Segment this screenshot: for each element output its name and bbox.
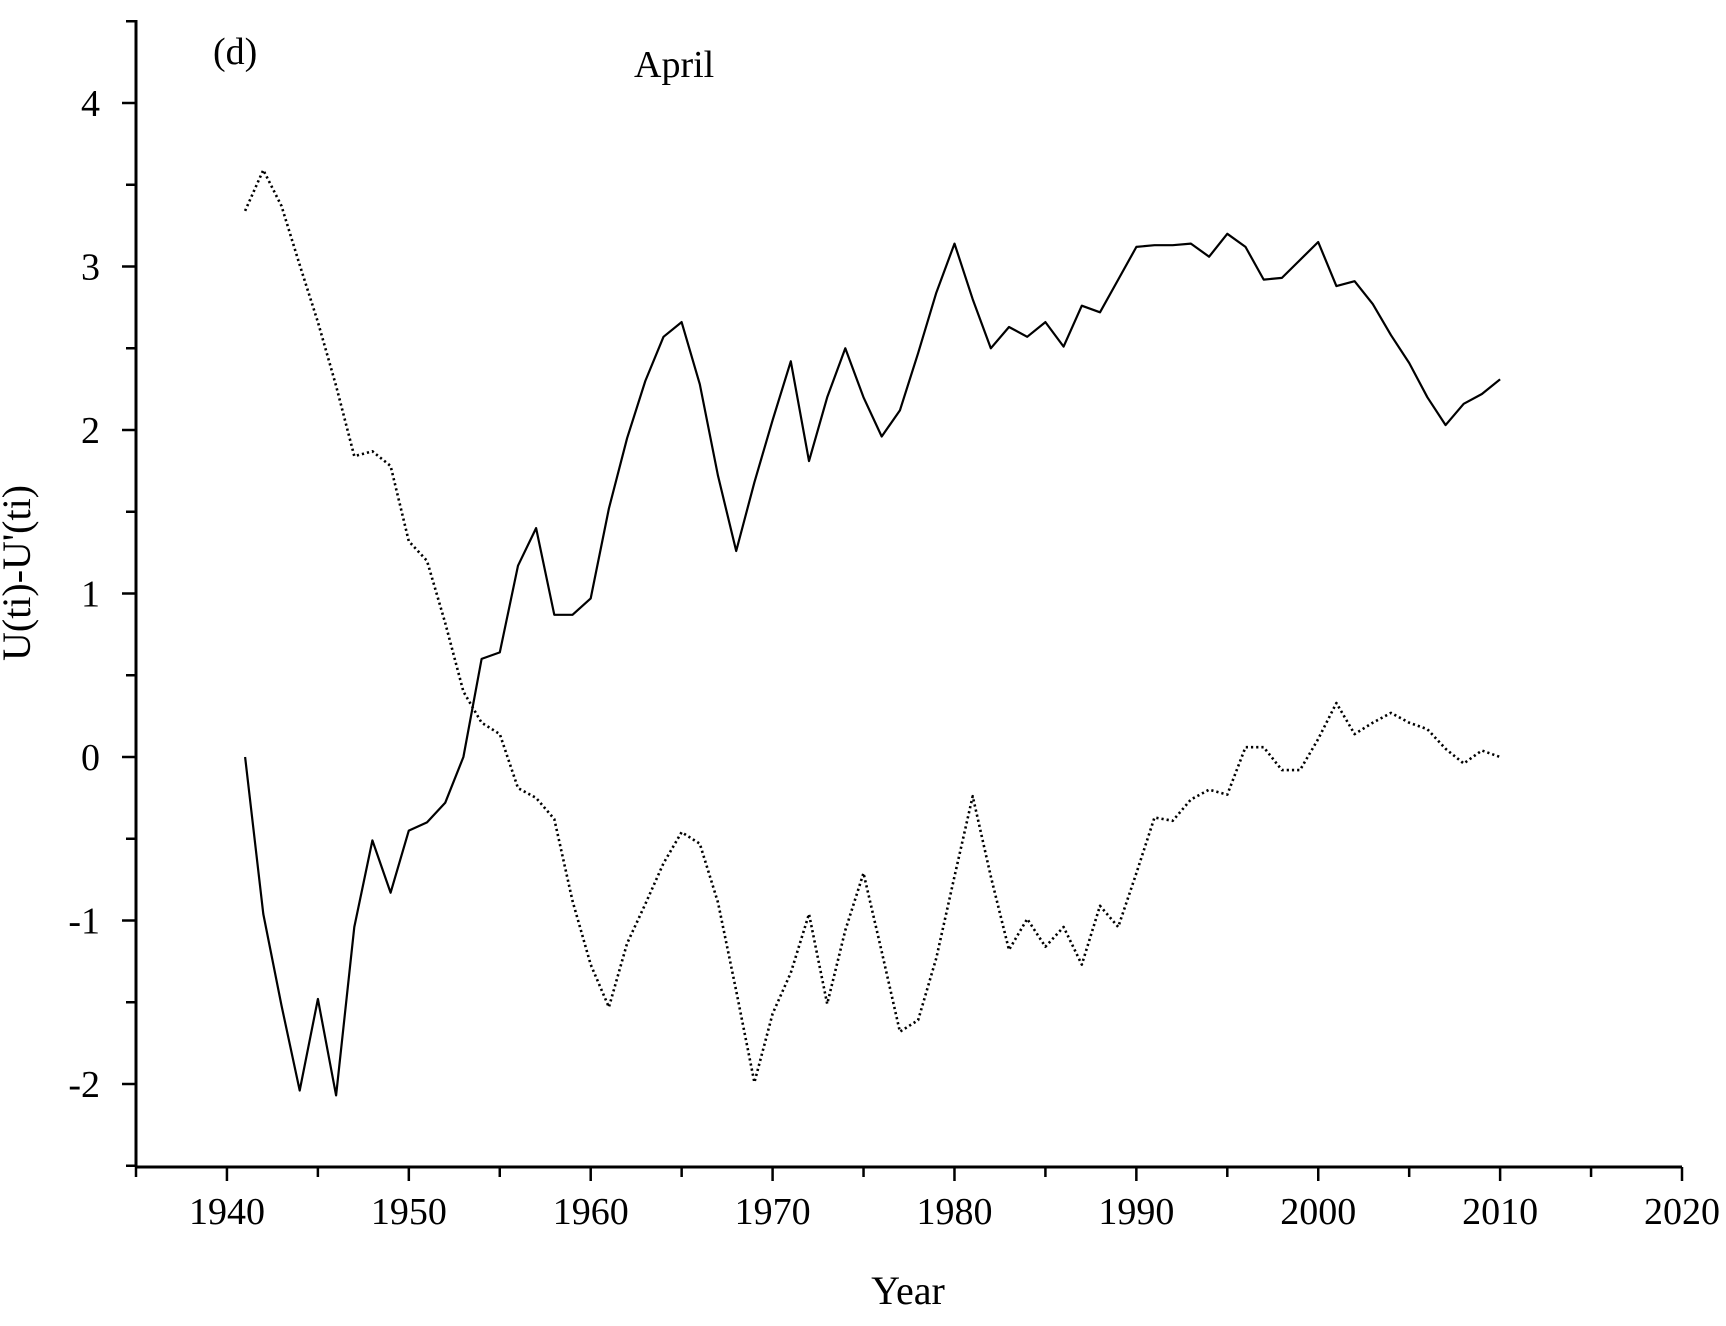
x-tick-label: 2020 xyxy=(1644,1191,1720,1233)
chart-labels: (d) April Year U(ti)-U'(ti) xyxy=(0,31,945,1313)
x-tick-label: 1980 xyxy=(916,1191,992,1233)
y-tick-label: 4 xyxy=(81,83,100,125)
x-tick-label: 2000 xyxy=(1280,1191,1356,1233)
series-line-solid xyxy=(244,232,1501,1097)
y-tick-label: 3 xyxy=(81,247,100,289)
y-tick-label: -1 xyxy=(68,901,100,943)
chart-title: April xyxy=(634,44,714,86)
y-tick-label: 0 xyxy=(81,737,100,779)
y-tick-label: -2 xyxy=(68,1064,100,1106)
axes xyxy=(134,20,1682,1169)
x-tick-label: 1950 xyxy=(371,1191,447,1233)
x-tick-label: 1990 xyxy=(1098,1191,1174,1233)
x-axis-label: Year xyxy=(871,1268,945,1313)
y-axis-label: U(ti)-U'(ti) xyxy=(0,485,39,661)
series-lines xyxy=(243,168,1501,1097)
x-tick-label: 1960 xyxy=(553,1191,629,1233)
x-tick-label: 2010 xyxy=(1462,1191,1538,1233)
x-tick-label: 1940 xyxy=(189,1191,265,1233)
y-tick-label: 1 xyxy=(81,574,100,616)
x-tick-label: 1970 xyxy=(735,1191,811,1233)
panel-label: (d) xyxy=(213,31,257,73)
axis-ticks: 1940 1950 1960 1970 1980 1990 2000 2010 2020 -2 -1… xyxy=(68,20,1720,1233)
series-line-dotted xyxy=(243,168,1501,1084)
y-tick-label: 2 xyxy=(81,410,100,452)
